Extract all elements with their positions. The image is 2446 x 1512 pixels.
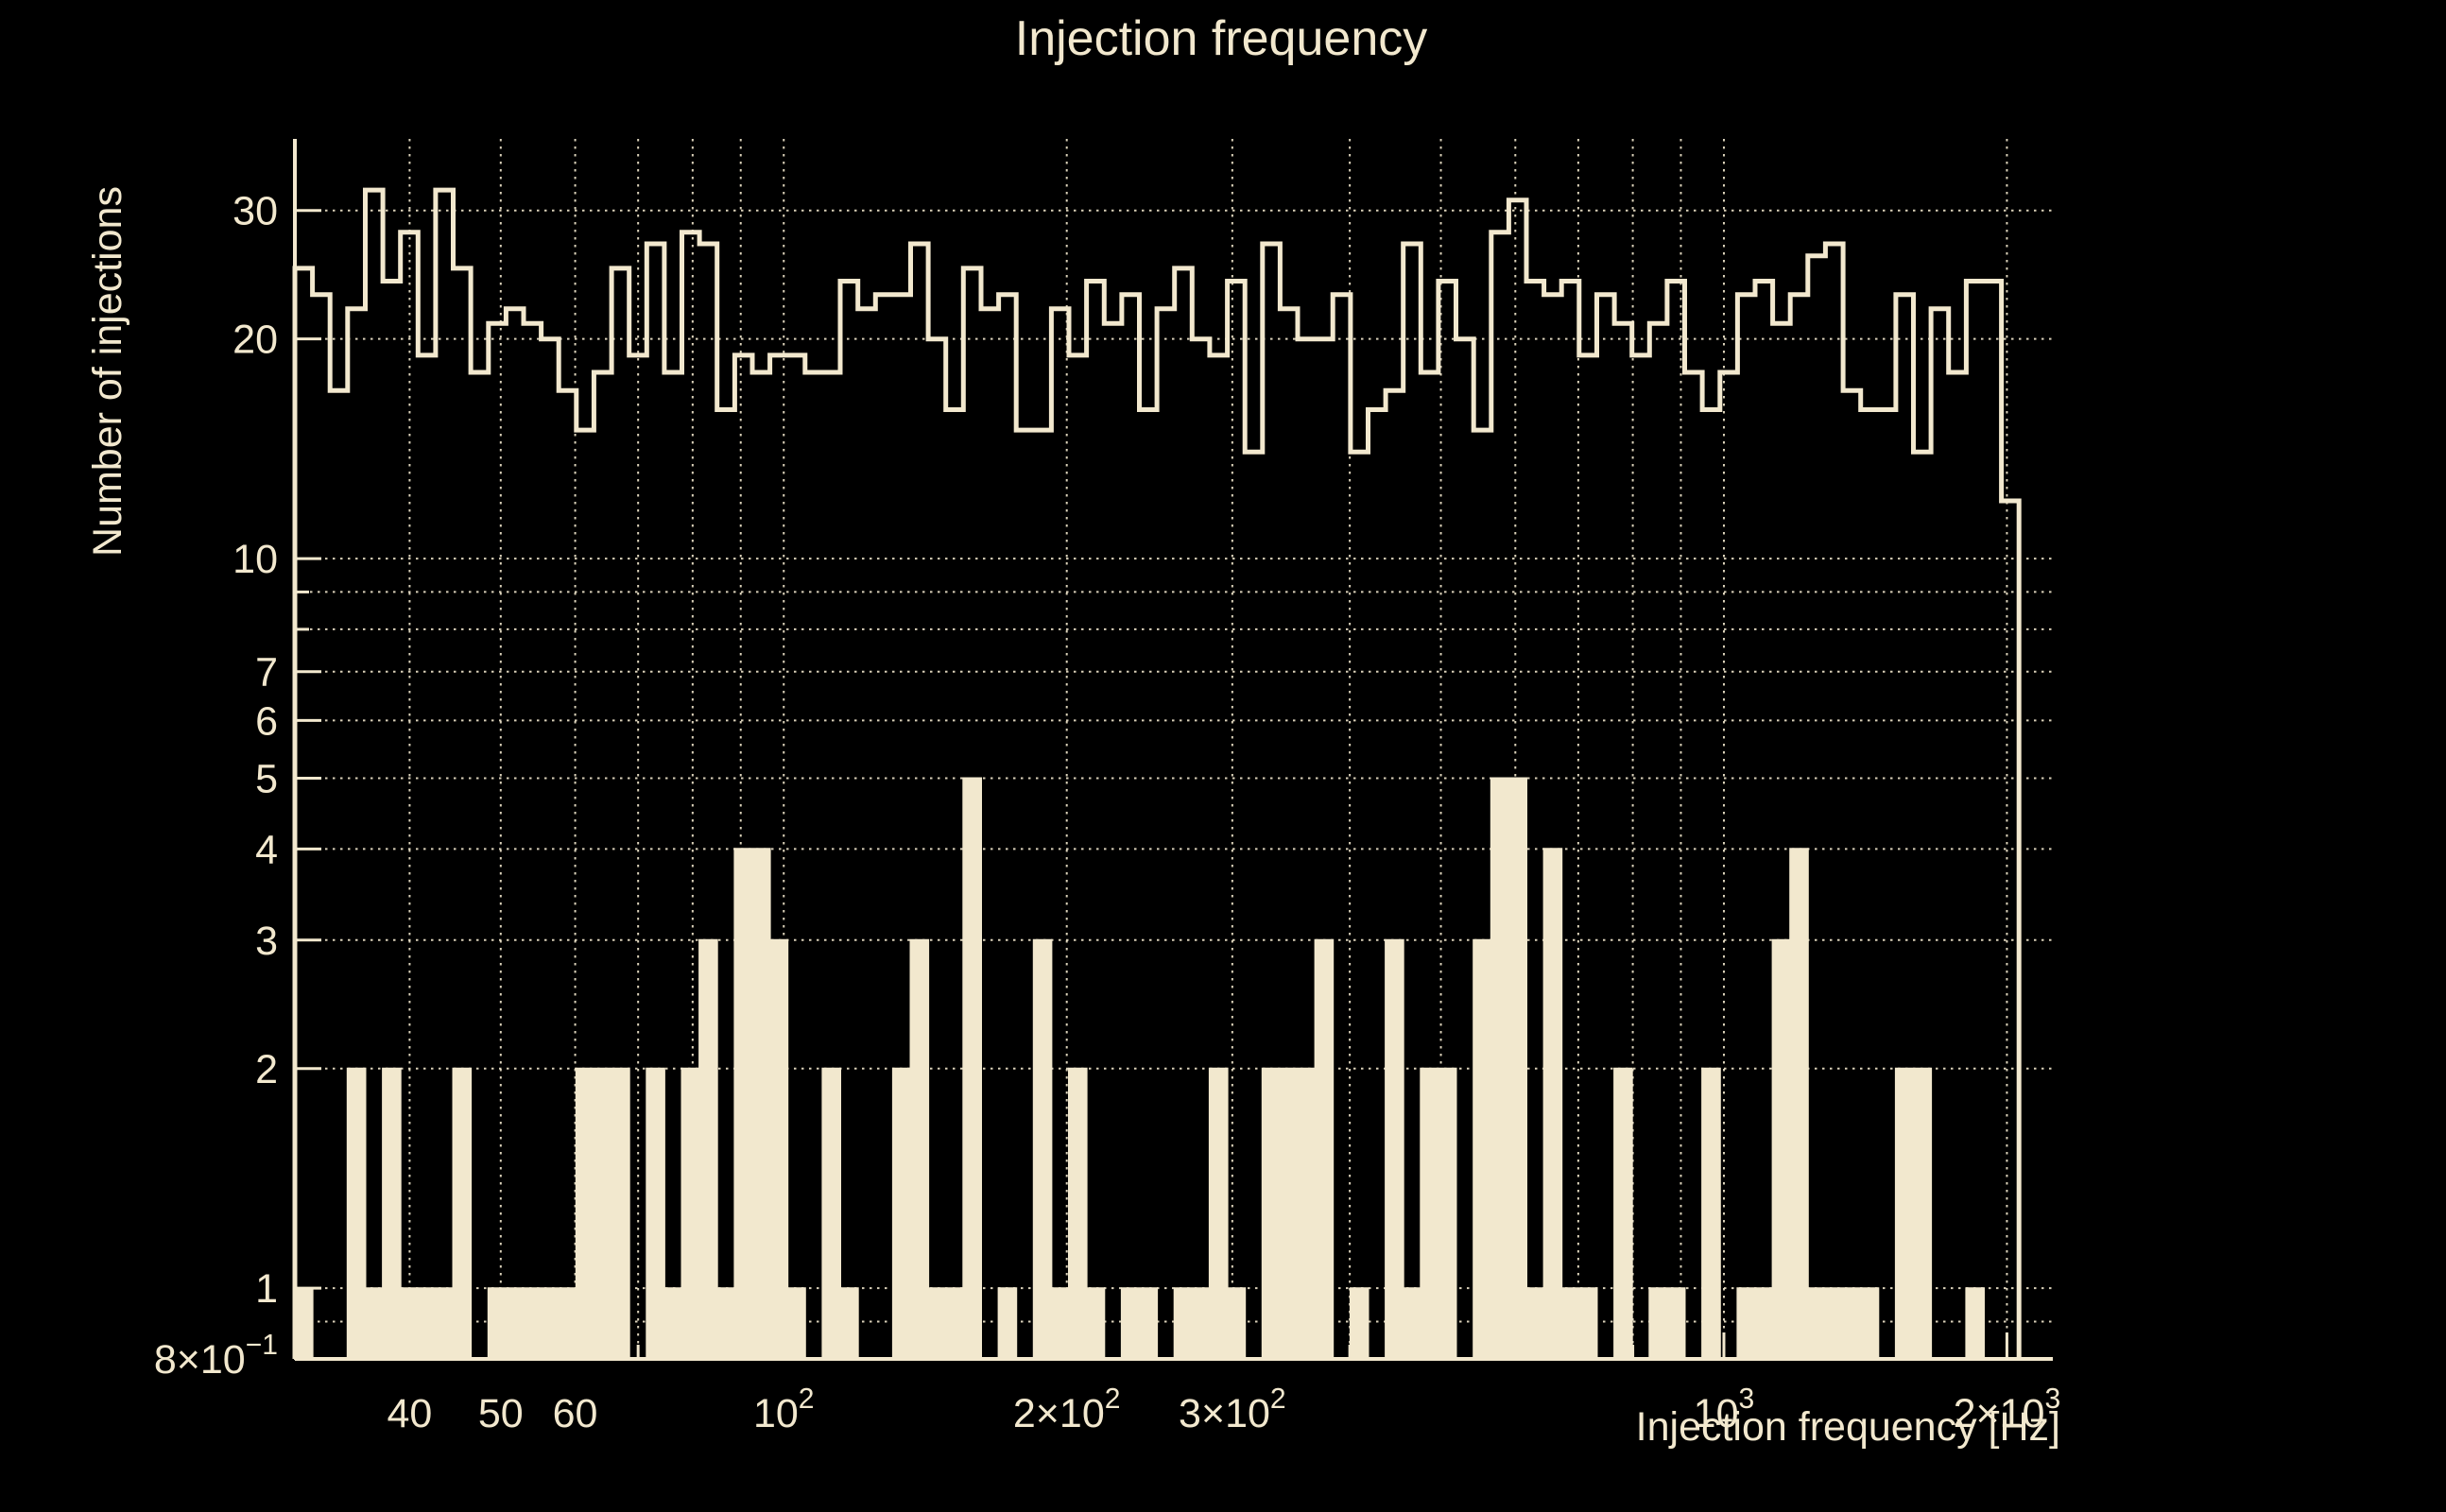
tick-label: 102 <box>753 1383 815 1436</box>
tick-label: 50 <box>478 1391 524 1436</box>
tick-label: 2 <box>255 1047 278 1092</box>
tick-label: 2×102 <box>1013 1383 1121 1436</box>
y-axis-title: Number of injections <box>85 186 130 557</box>
tick-label: 30 <box>233 189 278 234</box>
y-tick-labels: 30 20 10 76 5 4 3 2 1 8×10−1 <box>154 189 278 1383</box>
tick-label: 7 <box>255 650 278 696</box>
histogram-filled <box>294 777 2020 1360</box>
histograms <box>292 187 2022 1360</box>
tick-label: 60 <box>553 1391 598 1436</box>
tick-label: 3 <box>255 919 278 964</box>
tick-label: 10 <box>233 537 278 582</box>
tick-label: 20 <box>233 318 278 363</box>
x-tick-labels: 40 50 60 102 2×102 3×102 103 2×103 <box>387 1383 2060 1436</box>
tick-label: 2×103 <box>1954 1383 2061 1436</box>
tick-marks <box>295 209 2008 1361</box>
tick-label: 3×102 <box>1179 1383 1286 1436</box>
tick-label: 5 <box>255 757 278 802</box>
tick-label: 1 <box>255 1266 278 1312</box>
tick-label: 40 <box>387 1391 432 1436</box>
x-axis-title: Injection frequency [Hz] <box>1636 1404 2060 1450</box>
tick-label: 103 <box>1694 1383 1755 1436</box>
histogram-outline <box>292 187 2022 1359</box>
tick-label: 6 <box>255 698 278 744</box>
tick-label: 4 <box>255 827 278 872</box>
axis-lines <box>293 139 2053 1361</box>
tick-label: 8×10−1 <box>154 1330 278 1383</box>
chart-title: Injection frequency <box>1015 11 1428 66</box>
